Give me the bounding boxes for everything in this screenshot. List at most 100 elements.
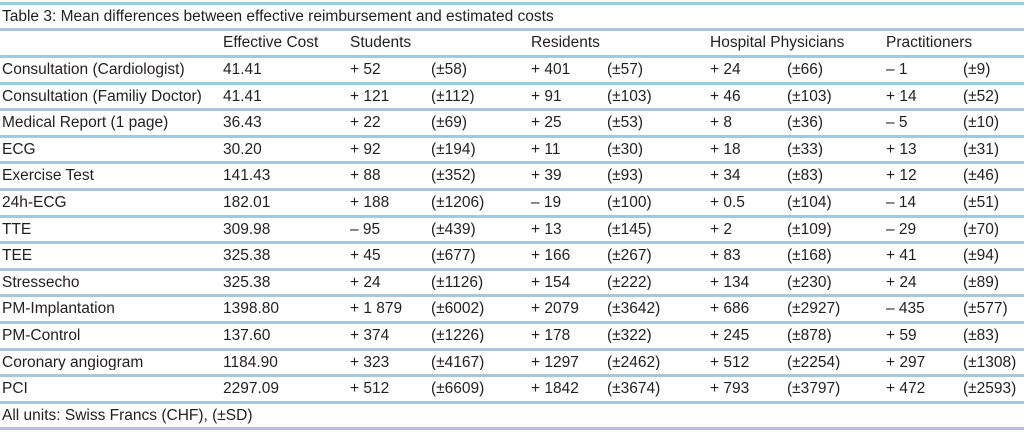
residents-diff-cell: + 39: [531, 168, 562, 184]
students-diff-cell: + 88: [350, 168, 381, 184]
practitioners-diff-cell: + 14: [886, 88, 917, 105]
students-sd-cell: (±194): [431, 141, 476, 158]
students-sd-cell: (±69): [431, 115, 468, 131]
table-row: PM-Implantation 1398.80 + 1 879 (±6002) …: [0, 297, 1024, 324]
table-row: PCI 2297.09 + 512 (±6609) + 1842 (±3674)…: [0, 377, 1024, 404]
students-diff-cell: + 1 879: [350, 301, 403, 317]
hospital-physicians-sd-cell: (±3797): [787, 381, 841, 397]
row-label: Consultation (Cardiologist): [2, 62, 185, 78]
students-sd-cell: (±352): [431, 168, 476, 184]
students-sd-cell: (±58): [431, 62, 468, 78]
row-label: Medical Report (1 page): [2, 115, 169, 131]
practitioners-diff-cell: – 1: [886, 62, 908, 78]
row-label: Coronary angiogram: [2, 354, 144, 371]
practitioners-sd-cell: (±46): [963, 168, 1000, 184]
row-label: PM-Implantation: [2, 301, 115, 317]
practitioners-sd-cell: (±31): [963, 141, 1000, 158]
row-label: Consultation (Familiy Doctor): [2, 88, 202, 105]
hospital-physicians-diff-cell: + 46: [710, 88, 741, 105]
hospital-physicians-diff-cell: + 0.5: [710, 195, 745, 211]
students-diff-cell: + 52: [350, 62, 381, 78]
col-header-practitioners: Practitioners: [886, 35, 973, 51]
residents-diff-cell: + 13: [531, 221, 562, 238]
col-header-residents: Residents: [531, 35, 600, 51]
hospital-physicians-diff-cell: + 24: [710, 62, 741, 78]
row-label: TEE: [2, 248, 33, 264]
practitioners-sd-cell: (±70): [963, 221, 1000, 238]
residents-diff-cell: – 19: [531, 195, 562, 211]
hospital-physicians-sd-cell: (±33): [787, 141, 824, 158]
practitioners-diff-cell: + 472: [886, 381, 926, 397]
effective-cost-cell: 141.43: [223, 168, 271, 184]
effective-cost-cell: 1398.80: [223, 301, 280, 317]
effective-cost-cell: 41.41: [223, 62, 262, 78]
residents-diff-cell: + 401: [531, 62, 571, 78]
residents-sd-cell: (±3674): [607, 381, 661, 397]
practitioners-sd-cell: (±52): [963, 88, 1000, 105]
practitioners-sd-cell: (±89): [963, 274, 1000, 291]
hospital-physicians-diff-cell: + 686: [710, 301, 750, 317]
hospital-physicians-sd-cell: (±878): [787, 327, 832, 344]
practitioners-diff-cell: – 435: [886, 301, 925, 317]
students-diff-cell: + 45: [350, 248, 381, 264]
hospital-physicians-diff-cell: + 793: [710, 381, 750, 397]
hospital-physicians-diff-cell: + 34: [710, 168, 741, 184]
students-sd-cell: (±112): [431, 88, 475, 105]
hospital-physicians-sd-cell: (±109): [787, 221, 832, 238]
table-footnote: All units: Swiss Francs (CHF), (±SD): [0, 404, 1024, 430]
row-label: Stressecho: [2, 274, 80, 291]
practitioners-sd-cell: (±1308): [963, 354, 1017, 371]
practitioners-diff-cell: – 29: [886, 221, 917, 238]
table-row: TTE 309.98 – 95 (±439) + 13 (±145) + 2 (…: [0, 218, 1024, 245]
effective-cost-cell: 309.98: [223, 221, 271, 238]
practitioners-diff-cell: + 41: [886, 248, 917, 264]
effective-cost-cell: 1184.90: [223, 354, 278, 371]
residents-diff-cell: + 25: [531, 115, 562, 131]
hospital-physicians-sd-cell: (±66): [787, 62, 824, 78]
effective-cost-cell: 325.38: [223, 248, 271, 264]
effective-cost-cell: 325.38: [223, 274, 271, 291]
students-diff-cell: + 188: [350, 195, 390, 211]
residents-sd-cell: (±93): [607, 168, 644, 184]
practitioners-diff-cell: + 12: [886, 168, 917, 184]
students-diff-cell: + 24: [350, 274, 381, 291]
hospital-physicians-diff-cell: + 18: [710, 141, 741, 158]
effective-cost-cell: 182.01: [223, 195, 271, 211]
students-diff-cell: + 323: [350, 354, 390, 371]
practitioners-sd-cell: (±2593): [963, 381, 1017, 397]
table-row: Consultation (Cardiologist) 41.41 + 52 (…: [0, 58, 1024, 85]
practitioners-sd-cell: (±10): [963, 115, 1000, 131]
hospital-physicians-diff-cell: + 245: [710, 327, 750, 344]
hospital-physicians-diff-cell: + 2: [710, 221, 732, 238]
practitioners-diff-cell: + 59: [886, 327, 917, 344]
effective-cost-cell: 41.41: [223, 88, 262, 105]
students-diff-cell: + 121: [350, 88, 390, 105]
hospital-physicians-diff-cell: + 134: [710, 274, 750, 291]
practitioners-sd-cell: (±83): [963, 327, 1000, 344]
students-sd-cell: (±6609): [431, 381, 485, 397]
residents-diff-cell: + 1842: [531, 381, 579, 397]
practitioners-diff-cell: + 297: [886, 354, 926, 371]
practitioners-diff-cell: + 13: [886, 141, 917, 158]
hospital-physicians-sd-cell: (±2927): [787, 301, 841, 317]
residents-sd-cell: (±53): [607, 115, 644, 131]
practitioners-sd-cell: (±51): [963, 195, 1000, 211]
residents-sd-cell: (±100): [607, 195, 652, 211]
table-row: Stressecho 325.38 + 24 (±1126) + 154 (±2…: [0, 271, 1024, 298]
residents-diff-cell: + 178: [531, 327, 571, 344]
students-diff-cell: + 22: [350, 115, 381, 131]
residents-diff-cell: + 166: [531, 248, 571, 264]
students-sd-cell: (±4167): [431, 354, 485, 371]
students-diff-cell: + 92: [350, 141, 381, 158]
hospital-physicians-sd-cell: (±230): [787, 274, 832, 291]
residents-sd-cell: (±103): [607, 88, 652, 105]
top-rule: [0, 2, 1024, 5]
table-body: Consultation (Cardiologist) 41.41 + 52 (…: [0, 58, 1024, 404]
row-label: PCI: [2, 381, 28, 397]
hospital-physicians-diff-cell: + 83: [710, 248, 741, 264]
hospital-physicians-sd-cell: (±104): [787, 195, 832, 211]
hospital-physicians-sd-cell: (±103): [787, 88, 832, 105]
practitioners-diff-cell: – 14: [886, 195, 917, 211]
col-header-hospital-physicians: Hospital Physicians: [710, 35, 845, 51]
